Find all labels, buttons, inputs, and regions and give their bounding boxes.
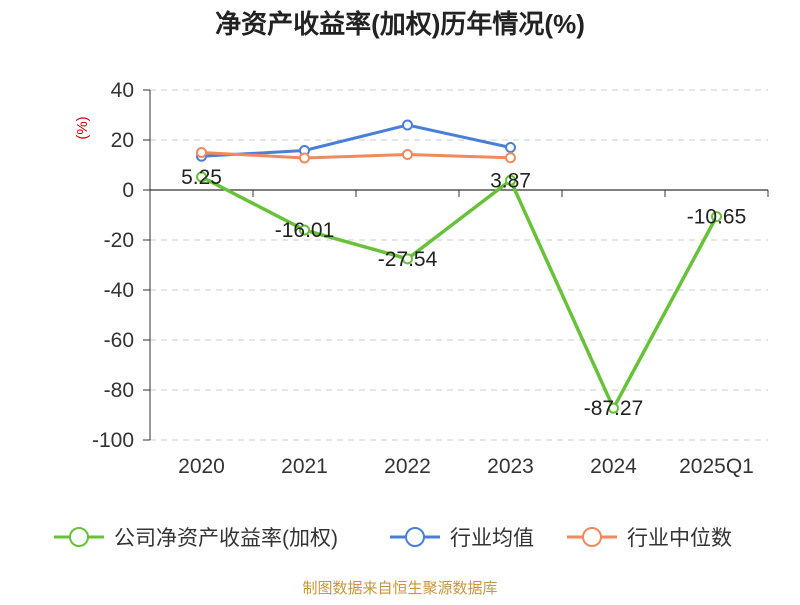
- series-lines: [196, 119, 722, 414]
- series-line-1: [201, 123, 511, 158]
- y-tick-label: -100: [92, 429, 134, 452]
- y-tick-label: -40: [104, 279, 134, 302]
- data-point: [402, 253, 413, 265]
- series-line-2: [201, 151, 511, 160]
- y-tick-label: 40: [111, 79, 134, 102]
- x-tick-label: 2022: [384, 455, 431, 478]
- x-tick-label: 2023: [487, 455, 534, 478]
- data-point: [402, 149, 413, 160]
- source-note: 制图数据来自恒生聚源数据库: [302, 580, 497, 597]
- grid-lines: [150, 89, 768, 441]
- y-tick-label: -20: [104, 229, 134, 252]
- data-labels: 5.25 -16.01 -27.54 3.87 -87.27 -10.65: [181, 166, 746, 420]
- x-tick-label: 2025Q1: [679, 455, 754, 478]
- data-point: [505, 152, 516, 164]
- y-tick-label: 0: [122, 179, 134, 202]
- data-label: -10.65: [687, 206, 747, 229]
- legend-swatch-marker: [69, 527, 89, 547]
- data-point: [196, 147, 207, 158]
- y-tick-label: -80: [104, 379, 134, 402]
- y-tick-label: -60: [104, 329, 134, 352]
- y-axis-unit: (%): [74, 116, 91, 139]
- chart-title: 净资产收益率(加权)历年情况(%): [215, 9, 585, 39]
- series-line-0: [200, 175, 719, 410]
- data-point: [402, 119, 413, 131]
- data-point: [299, 224, 310, 236]
- y-tick-label: 20: [111, 129, 134, 152]
- data-label: 3.87: [490, 169, 531, 192]
- x-tick-label: 2021: [281, 455, 328, 478]
- legend[interactable]: 公司净资产收益率(加权) 行业均值 行业中位数: [54, 527, 732, 550]
- legend-label: 行业均值: [450, 527, 534, 550]
- x-tick-label: 2024: [590, 455, 637, 478]
- legend-swatch-marker: [405, 527, 425, 547]
- data-point: [196, 171, 207, 183]
- data-label: -16.01: [275, 219, 335, 242]
- legend-swatch-marker: [582, 527, 602, 547]
- x-tick-label: 2020: [178, 455, 225, 478]
- data-point: [711, 211, 722, 223]
- data-point: [505, 174, 516, 186]
- legend-label: 行业中位数: [627, 527, 732, 550]
- data-label: -87.27: [584, 397, 644, 420]
- data-point: [299, 152, 310, 164]
- data-point: [505, 142, 516, 153]
- data-label: 5.25: [181, 166, 222, 189]
- legend-label: 公司净资产收益率(加权): [114, 527, 338, 550]
- data-point: [608, 402, 619, 414]
- axes: 40 20 0 -20 -40 -60 -80 -100 2020 2021 2022 2023 202…: [92, 79, 769, 478]
- data-label: -27.54: [378, 248, 438, 271]
